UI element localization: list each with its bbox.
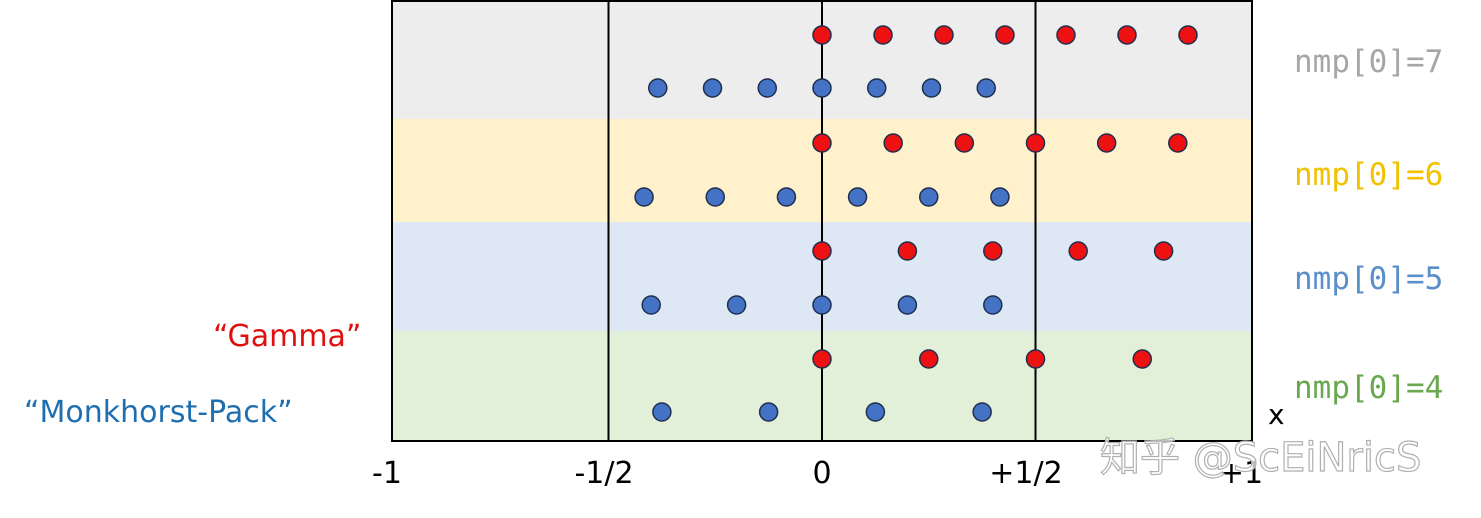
gamma-point — [873, 25, 893, 45]
monkhorst-pack-point — [897, 295, 918, 315]
gamma-point — [883, 133, 903, 153]
band-label-nmp-0-5: nmp[0]=5 — [1294, 261, 1443, 297]
monkhorst-pack-point — [634, 187, 654, 207]
monkhorst-pack-point — [812, 295, 832, 315]
monkhorst-pack-point — [976, 78, 996, 98]
gamma-series-label: “Gamma” — [213, 319, 361, 354]
gamma-point — [1132, 349, 1152, 369]
watermark-text: 知乎 @ScEiNricS — [1100, 435, 1421, 481]
gamma-point — [983, 241, 1003, 261]
monkhorst-pack-point — [990, 187, 1010, 207]
gamma-point — [897, 241, 918, 261]
gamma-point — [1117, 25, 1137, 45]
monkhorst-pack-point — [866, 78, 887, 98]
gamma-point — [934, 25, 954, 45]
monkhorst-pack-point — [921, 78, 942, 98]
x-tick-label: 0 — [812, 456, 831, 491]
monkhorst-pack-point — [983, 295, 1003, 315]
monkhorst-pack-series-label: “Monkhorst-Pack” — [24, 395, 293, 430]
gamma-point — [1056, 25, 1076, 45]
x-tick-label: +1 — [1219, 456, 1263, 491]
x-tick-label: +1/2 — [989, 456, 1062, 491]
monkhorst-pack-point — [726, 295, 747, 315]
monkhorst-pack-point — [705, 187, 725, 207]
monkhorst-pack-point — [847, 187, 868, 207]
band-label-nmp-0-4: nmp[0]=4 — [1294, 370, 1443, 406]
monkhorst-pack-point — [919, 187, 939, 207]
monkhorst-pack-point — [641, 295, 661, 315]
monkhorst-pack-point — [757, 78, 778, 98]
monkhorst-pack-point — [652, 402, 672, 422]
x-tick-label: -1/2 — [574, 456, 633, 491]
gamma-point — [1068, 241, 1088, 261]
x-tick-label: -1 — [372, 456, 402, 491]
gamma-point — [1168, 133, 1188, 153]
monkhorst-pack-point — [648, 78, 668, 98]
gamma-point — [812, 241, 832, 261]
gamma-point — [954, 133, 975, 153]
gamma-point — [1153, 241, 1174, 261]
gamma-point — [812, 349, 832, 369]
band-label-nmp-0-7: nmp[0]=7 — [1294, 44, 1443, 80]
gamma-point — [919, 349, 939, 369]
monkhorst-pack-point — [776, 187, 797, 207]
gamma-point — [995, 25, 1015, 45]
gamma-point — [812, 25, 832, 45]
gamma-point — [1025, 349, 1046, 369]
gamma-point — [1178, 25, 1198, 45]
monkhorst-pack-point — [812, 78, 832, 98]
x-axis-variable-label: x — [1268, 398, 1285, 431]
monkhorst-pack-point — [972, 402, 992, 422]
gamma-point — [1096, 133, 1117, 153]
gamma-point — [1025, 133, 1046, 153]
band-label-nmp-0-6: nmp[0]=6 — [1294, 157, 1443, 193]
monkhorst-pack-point — [702, 78, 723, 98]
monkhorst-pack-point — [758, 402, 779, 422]
monkhorst-pack-point — [865, 402, 886, 422]
gamma-point — [812, 133, 832, 153]
